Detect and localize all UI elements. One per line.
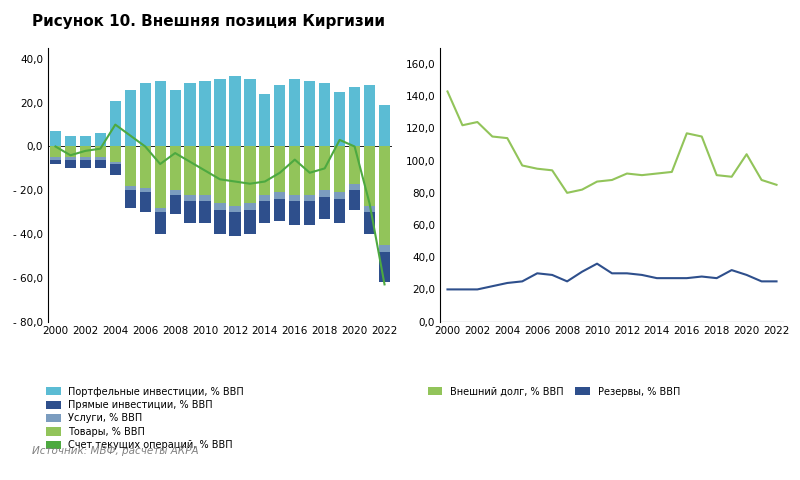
Bar [244, 146, 255, 204]
Text: Источник: МВФ, расчеты АКРА: Источник: МВФ, расчеты АКРА [32, 446, 198, 456]
Bar [199, 201, 210, 223]
Bar [214, 79, 226, 146]
Bar [289, 146, 300, 195]
Bar [185, 146, 196, 195]
Bar [65, 146, 76, 157]
Bar [364, 146, 375, 205]
Legend: Портфельные инвестиции, % ВВП, Прямые инвестиции, % ВВП, Услуги, % ВВП, Товары, : Портфельные инвестиции, % ВВП, Прямые ин… [46, 387, 244, 450]
Bar [259, 195, 270, 201]
Bar [65, 160, 76, 168]
Bar [379, 105, 390, 146]
Bar [199, 146, 210, 195]
Bar [334, 146, 346, 192]
Bar [80, 160, 91, 168]
Bar [244, 210, 255, 234]
Bar [125, 186, 136, 190]
Bar [244, 79, 255, 146]
Bar [94, 157, 106, 160]
Bar [230, 146, 241, 205]
Bar [274, 85, 286, 146]
Bar [289, 201, 300, 225]
Bar [94, 133, 106, 146]
Bar [274, 192, 286, 199]
Bar [50, 146, 61, 157]
Bar [125, 90, 136, 146]
Bar [230, 205, 241, 212]
Bar [65, 135, 76, 146]
Bar [379, 146, 390, 245]
Bar [349, 190, 360, 210]
Bar [80, 157, 91, 160]
Bar [154, 208, 166, 212]
Bar [259, 94, 270, 146]
Bar [140, 192, 151, 212]
Bar [334, 192, 346, 199]
Bar [140, 188, 151, 192]
Bar [364, 205, 375, 212]
Bar [50, 157, 61, 160]
Bar [110, 146, 121, 162]
Bar [304, 81, 315, 146]
Bar [110, 100, 121, 146]
Bar [319, 83, 330, 146]
Bar [349, 87, 360, 146]
Bar [199, 81, 210, 146]
Bar [349, 184, 360, 190]
Bar [304, 195, 315, 201]
Bar [214, 146, 226, 204]
Bar [214, 210, 226, 234]
Bar [259, 201, 270, 223]
Bar [170, 190, 181, 195]
Bar [334, 199, 346, 223]
Bar [65, 157, 76, 160]
Bar [319, 197, 330, 219]
Bar [140, 146, 151, 188]
Bar [230, 212, 241, 236]
Bar [125, 146, 136, 186]
Legend: Внешний долг, % ВВП, Резервы, % ВВП: Внешний долг, % ВВП, Резервы, % ВВП [428, 387, 680, 396]
Bar [319, 190, 330, 197]
Bar [230, 76, 241, 146]
Bar [50, 160, 61, 164]
Bar [110, 162, 121, 164]
Bar [199, 195, 210, 201]
Bar [185, 83, 196, 146]
Bar [319, 146, 330, 190]
Bar [110, 164, 121, 175]
Bar [274, 199, 286, 221]
Bar [289, 79, 300, 146]
Bar [304, 146, 315, 195]
Bar [154, 81, 166, 146]
Bar [379, 245, 390, 252]
Bar [170, 146, 181, 190]
Bar [244, 204, 255, 210]
Bar [214, 204, 226, 210]
Bar [304, 201, 315, 225]
Bar [259, 146, 270, 195]
Bar [170, 195, 181, 215]
Bar [185, 201, 196, 223]
Bar [140, 83, 151, 146]
Bar [334, 92, 346, 146]
Bar [274, 146, 286, 192]
Bar [185, 195, 196, 201]
Bar [154, 146, 166, 208]
Bar [170, 90, 181, 146]
Bar [364, 85, 375, 146]
Bar [94, 146, 106, 157]
Bar [379, 252, 390, 282]
Bar [94, 160, 106, 168]
Bar [289, 195, 300, 201]
Text: Рисунок 10. Внешняя позиция Киргизии: Рисунок 10. Внешняя позиция Киргизии [32, 14, 385, 29]
Bar [364, 212, 375, 234]
Bar [50, 131, 61, 146]
Bar [80, 135, 91, 146]
Bar [125, 190, 136, 208]
Bar [349, 146, 360, 184]
Bar [80, 146, 91, 157]
Bar [154, 212, 166, 234]
